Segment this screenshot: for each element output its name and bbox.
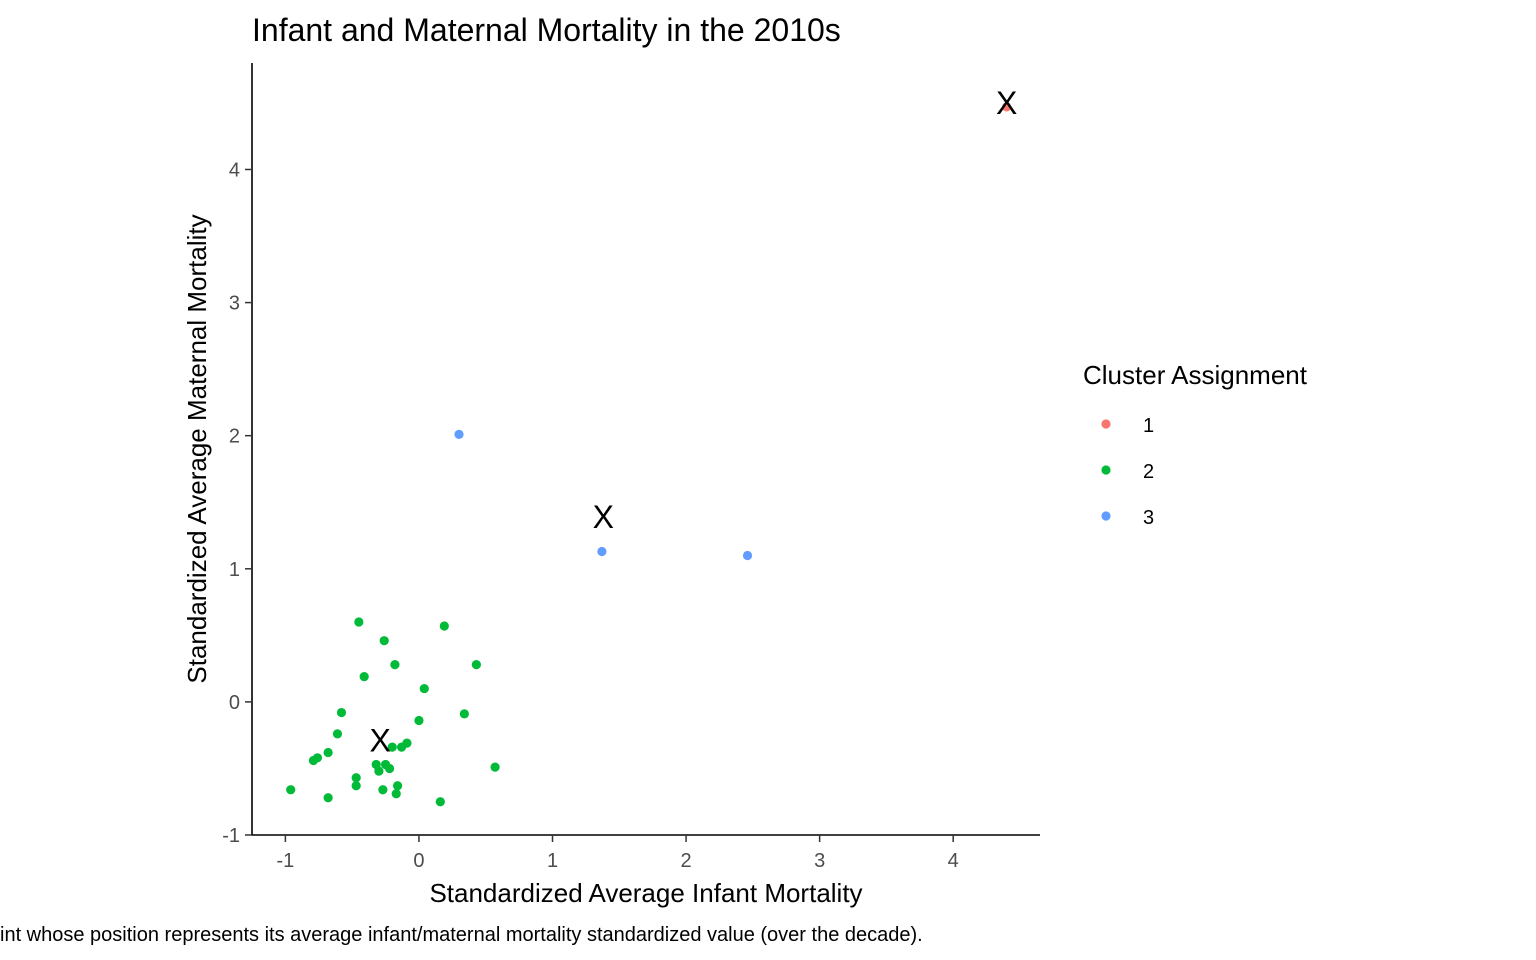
legend-label: 2 [1143,461,1154,483]
data-point-cluster-2 [414,715,424,726]
data-point-cluster-2 [435,797,445,807]
data-point-cluster-2 [471,660,481,670]
data-point-cluster-2 [390,660,400,670]
chart-caption: int whose position represents its averag… [0,924,923,946]
data-point-cluster-2 [354,617,364,627]
legend-key-2 [1101,465,1111,475]
data-point-cluster-2 [459,709,469,719]
y-tick-label: -1 [222,825,240,847]
x-tick-label: 1 [547,850,558,872]
data-point-cluster-2 [439,621,449,631]
data-point-cluster-2 [490,762,500,772]
legend-label: 3 [1143,507,1154,529]
data-points [286,102,1012,807]
x-tick-label: 2 [681,850,692,872]
y-tick-label: 3 [229,293,240,315]
centroid-markers: X X X [370,85,1018,759]
y-tick-label: 0 [229,692,240,714]
centroid-marker: X [593,499,614,535]
x-tick-label: -1 [276,850,294,872]
data-point-cluster-3 [454,429,464,439]
data-point-cluster-2 [374,766,384,776]
data-point-cluster-2 [312,753,323,763]
data-point-cluster-2 [402,738,412,748]
legend-title: Cluster Assignment [1083,360,1308,390]
data-point-cluster-2 [323,747,333,758]
legend-key-3 [1101,511,1111,521]
data-point-cluster-3 [597,546,607,557]
x-tick-label: 0 [413,850,424,872]
legend-label: 1 [1143,415,1154,437]
legend-key-1 [1101,419,1111,429]
data-point-cluster-2 [378,785,388,795]
y-tick-label: 1 [229,559,240,581]
y-axis-ticks: -1 0 1 2 3 4 [222,159,252,847]
x-tick-label: 4 [948,850,959,872]
data-point-cluster-2 [387,742,397,752]
legend: Cluster Assignment 1 2 3 [1083,360,1308,529]
x-axis-ticks: -1 0 1 2 3 4 [276,835,959,872]
data-point-cluster-2 [286,785,296,795]
x-axis-title: Standardized Average Infant Mortality [429,878,862,908]
plot-area: -1 0 1 2 3 4 -1 0 1 2 3 4 X X X [222,63,1040,872]
y-axis-title: Standardized Average Maternal Mortality [182,214,212,683]
data-point-cluster-2 [351,781,361,791]
data-point-cluster-2 [384,763,395,774]
centroid-marker: X [996,85,1017,121]
centroid-marker: X [370,722,391,758]
data-point-cluster-1 [1002,102,1012,112]
chart-title: Infant and Maternal Mortality in the 201… [252,12,841,48]
data-point-cluster-2 [332,729,343,739]
data-point-cluster-2 [391,789,401,799]
x-tick-label: 3 [814,850,825,872]
data-point-cluster-2 [323,793,333,803]
data-point-cluster-2 [359,672,369,682]
data-point-cluster-2 [336,707,347,718]
data-point-cluster-3 [742,550,753,561]
y-tick-label: 2 [229,426,240,448]
data-point-cluster-2 [392,781,403,791]
y-tick-label: 4 [229,159,240,181]
data-point-cluster-2 [379,636,389,646]
data-point-cluster-2 [419,683,429,694]
data-point-cluster-2 [351,773,361,783]
